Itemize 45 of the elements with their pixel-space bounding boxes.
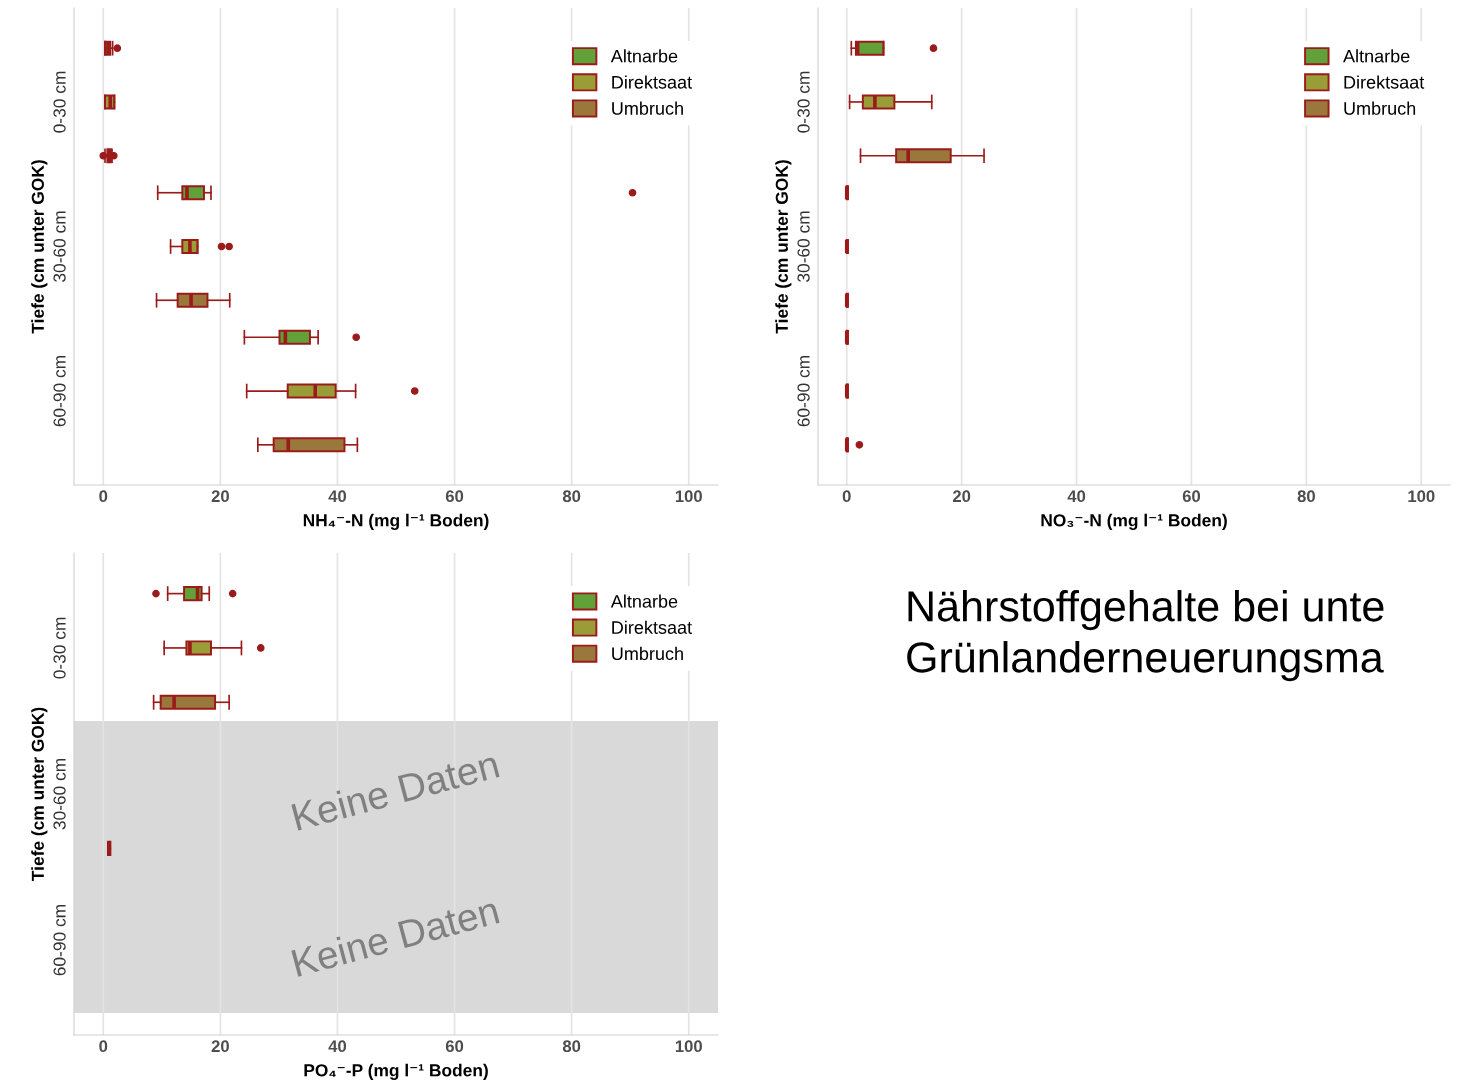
y-tick-label: 60-90 cm	[53, 356, 66, 427]
y-tick-label: 60-90 cm	[53, 905, 66, 976]
x-axis-title: NO₃⁻-N (mg l⁻¹ Boden)	[1041, 513, 1227, 530]
x-tick-label: 60	[445, 490, 464, 503]
legend-label: Umbruch	[612, 646, 683, 661]
y-tick-label: 30-60 cm	[53, 211, 66, 283]
band-label: Keine Daten	[291, 895, 500, 978]
x-tick-label: 100	[675, 1040, 702, 1053]
x-tick-label: 0	[99, 490, 108, 503]
y-tick-label: 30-60 cm	[53, 758, 66, 830]
x-tick-label: 100	[675, 490, 702, 503]
y-axis-title: Tiefe (cm unter GOK)	[31, 160, 48, 334]
x-tick-label: 20	[211, 490, 229, 503]
legend-label: Direktsaat	[612, 620, 692, 634]
legend-label: Direktsaat	[612, 75, 692, 89]
legend-label: Umbruch	[612, 101, 683, 115]
y-tick-label: 30-60 cm	[797, 211, 810, 283]
x-tick-label: 20	[952, 490, 971, 503]
legend-label: Altnarbe	[1343, 49, 1410, 63]
band-label: Keine Daten	[291, 749, 500, 831]
y-tick-label: 60-90 cm	[797, 356, 810, 427]
x-axis-title: PO₄⁻-P (mg l⁻¹ Boden)	[304, 1063, 488, 1080]
x-tick-label: 40	[328, 490, 347, 503]
y-tick-label: 0-30 cm	[53, 617, 66, 679]
x-tick-label: 0	[842, 490, 851, 503]
y-tick-label: 0-30 cm	[53, 71, 66, 133]
x-tick-label: 80	[562, 490, 581, 503]
legend-label: Direktsaat	[1344, 75, 1425, 89]
legend-label: Altnarbe	[610, 594, 678, 608]
y-tick-label: 0-30 cm	[797, 71, 810, 133]
x-tick-label: 40	[328, 1040, 347, 1053]
legend-label: Altnarbe	[610, 49, 678, 63]
x-tick-label: 80	[1297, 490, 1315, 503]
text: Nährstoffgehalte bei unte Grünlanderneuerungsma	[907, 590, 1384, 682]
legend-label: Umbruch	[1344, 101, 1416, 115]
x-tick-label: 0	[99, 1040, 108, 1053]
x-tick-label: 80	[562, 1040, 581, 1053]
x-tick-label: 20	[211, 1040, 229, 1053]
x-tick-label: 40	[1067, 490, 1086, 503]
x-tick-label: 100	[1408, 490, 1435, 503]
y-axis-title: Tiefe (cm unter GOK)	[775, 160, 792, 334]
x-axis-title: NH₄⁻-N (mg l⁻¹ Boden)	[303, 513, 489, 530]
x-tick-label: 60	[445, 1040, 464, 1053]
y-axis-title: Tiefe (cm unter GOK)	[31, 707, 48, 881]
x-tick-label: 60	[1182, 490, 1201, 503]
